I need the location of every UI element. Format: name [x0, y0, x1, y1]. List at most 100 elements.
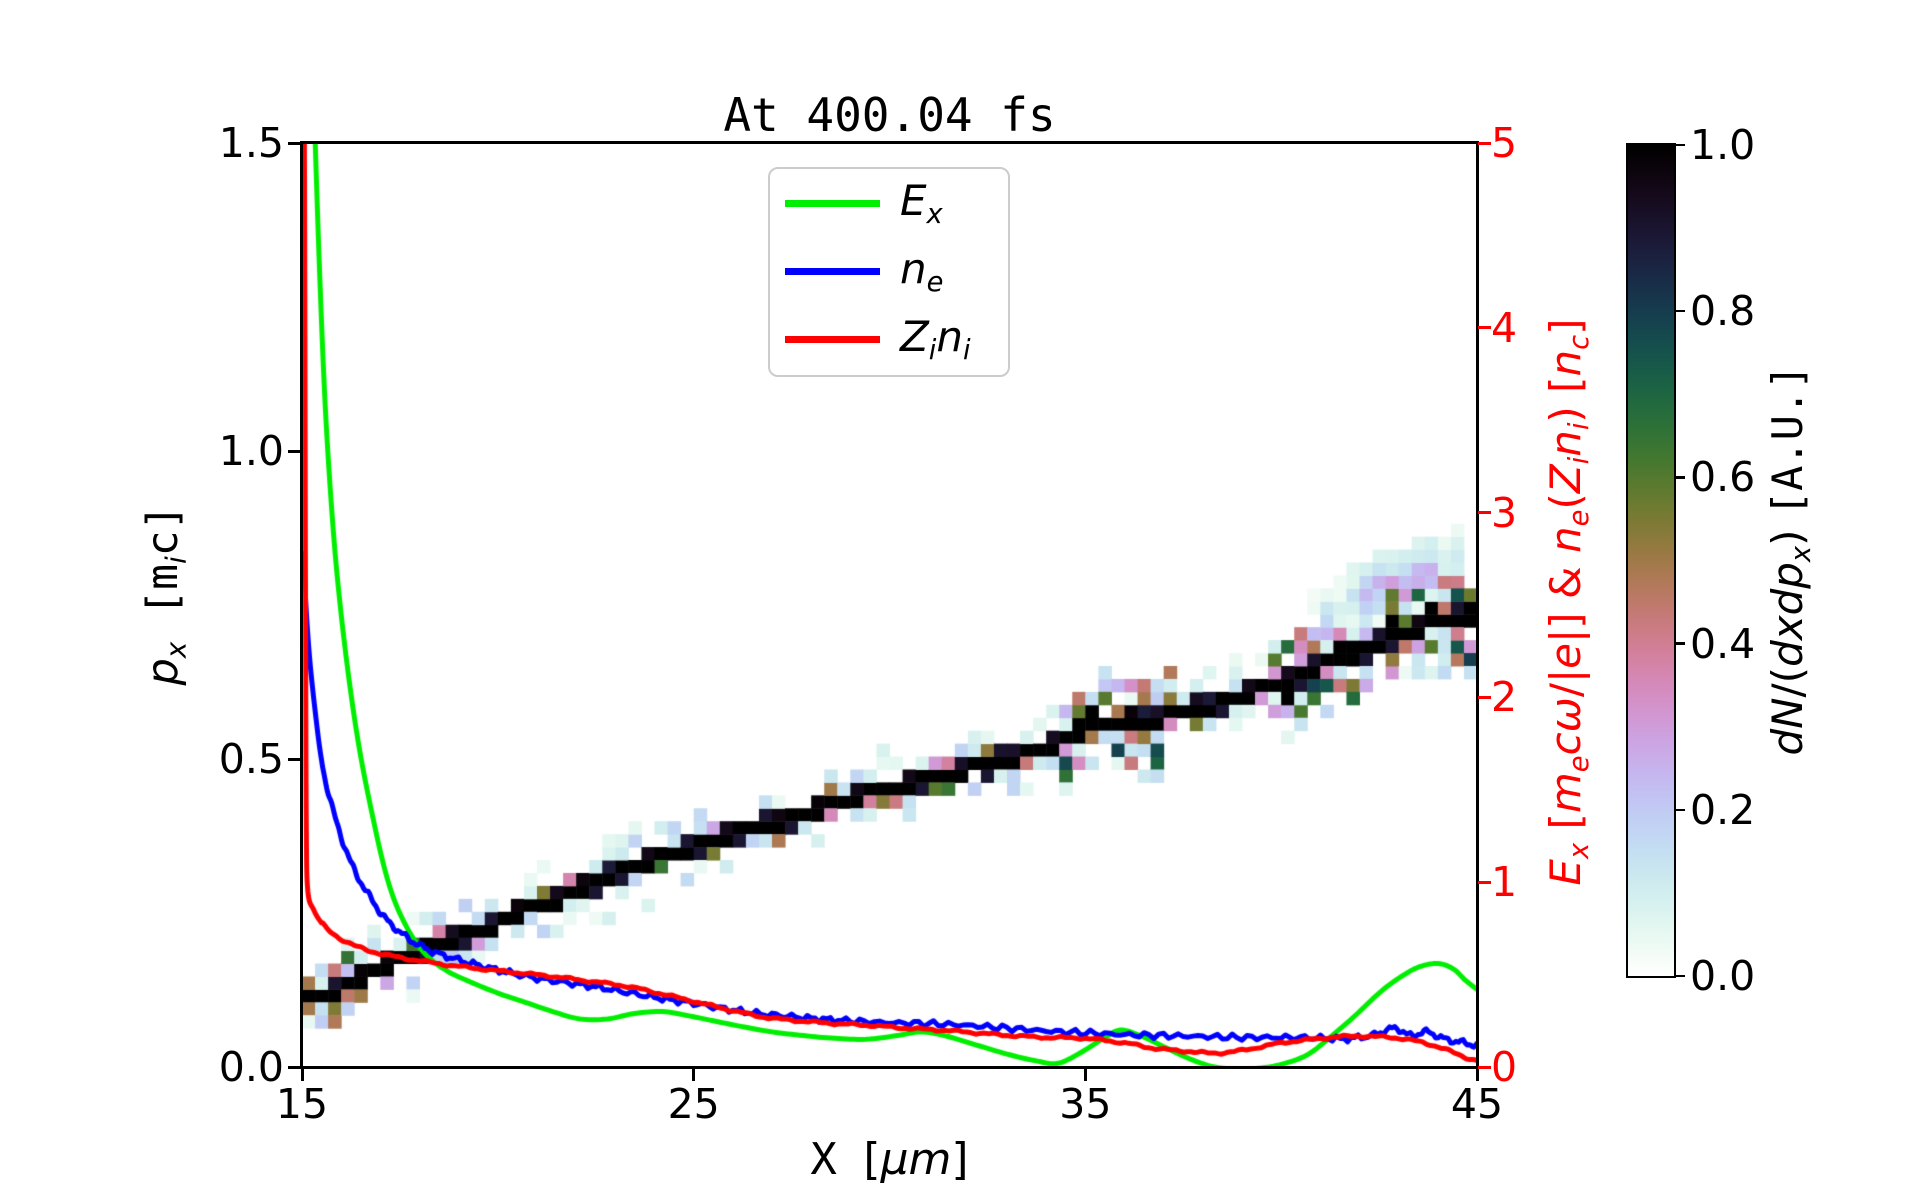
label-segment: ( — [1541, 493, 1590, 510]
label-segment: n — [900, 243, 927, 293]
label-segment: ω — [1541, 697, 1590, 733]
y-right-tick-label: 5 — [1491, 119, 1518, 167]
label-segment: m — [1541, 772, 1590, 814]
tick-mark — [1478, 326, 1491, 330]
label-segment: [ — [138, 589, 188, 642]
x-axis-label: X [μm] — [302, 1134, 1477, 1185]
tick-mark — [1478, 511, 1491, 515]
label-segment: ] — [951, 1134, 969, 1185]
legend-entry-Zini: Zini — [770, 305, 1008, 373]
label-segment: Z — [1541, 464, 1590, 494]
tick-mark — [288, 1065, 301, 1069]
colorbar-axis-label: dN/(dxdpx) [A.U.] — [1763, 260, 1817, 860]
label-segment: c — [1564, 334, 1596, 350]
axes-frame — [300, 141, 1479, 1069]
label-segment: m — [138, 564, 188, 590]
label-segment: ] — [1541, 318, 1590, 335]
y-left-tick-label: 1.0 — [218, 427, 284, 475]
label-segment: E — [900, 175, 927, 225]
label-segment: /( — [1763, 666, 1812, 698]
colorbar-tick-label: 0.2 — [1690, 785, 1756, 834]
label-segment: c — [1541, 732, 1590, 756]
label-segment: n — [1541, 526, 1590, 553]
tick-mark — [288, 141, 301, 145]
label-segment: x — [1786, 545, 1818, 563]
label-segment: n — [1541, 349, 1590, 377]
y-right-tick-label: 1 — [1491, 858, 1518, 907]
legend-label-ne: ne — [900, 244, 943, 298]
y-right-tick-label: 3 — [1491, 488, 1518, 537]
label-segment: e — [926, 267, 944, 299]
label-segment: x — [926, 199, 943, 231]
label-segment: x — [1564, 842, 1596, 860]
legend-line-sample-Ex — [785, 199, 880, 207]
tick-mark — [1478, 880, 1491, 884]
x-tick-label: 45 — [1450, 1080, 1504, 1128]
tick-mark — [288, 757, 301, 761]
tick-mark — [1674, 309, 1685, 313]
label-segment: i — [159, 556, 193, 565]
legend: Ex ne Zini — [768, 167, 1010, 377]
label-segment: ) [ — [1541, 376, 1590, 423]
label-segment: E — [1541, 859, 1590, 886]
tick-mark — [1478, 695, 1491, 699]
y-left-tick-label: 0.0 — [218, 1043, 284, 1091]
y-left-tick-label: 1.5 — [218, 119, 284, 167]
tick-mark — [1674, 143, 1685, 147]
tick-mark — [1475, 1068, 1479, 1081]
y-right-tick-label: 2 — [1491, 673, 1518, 722]
label-segment: μm — [880, 1134, 952, 1185]
legend-line-sample-ne — [785, 267, 880, 275]
label-segment: e — [1564, 509, 1596, 527]
colorbar-tick-label: 0.8 — [1690, 287, 1756, 336]
tick-mark — [1083, 1068, 1087, 1081]
y-left-tick-label: 0.5 — [218, 735, 284, 783]
y-right-tick-label: 0 — [1491, 1043, 1518, 1091]
label-segment: dxdp — [1763, 562, 1812, 667]
label-segment: c] — [138, 504, 188, 557]
legend-entry-Ex: Ex — [770, 169, 1008, 237]
label-segment: i — [963, 335, 971, 367]
tick-mark — [1674, 642, 1685, 645]
label-segment: i — [1564, 456, 1596, 465]
colorbar-gradient — [1628, 145, 1674, 976]
tick-mark — [1478, 1065, 1491, 1069]
label-segment: |] & — [1541, 552, 1590, 643]
x-tick-label: 15 — [275, 1080, 329, 1128]
plot-title: At 400.04 fs — [723, 88, 1056, 142]
label-segment: e — [1564, 755, 1596, 773]
label-segment: [A.U.] — [1763, 364, 1812, 517]
label-segment: dN — [1763, 697, 1812, 756]
label-segment: i — [928, 335, 937, 367]
legend-line-sample-Zini — [785, 335, 880, 343]
legend-label-Ex: Ex — [900, 176, 943, 230]
tick-mark — [288, 449, 301, 453]
tick-mark — [1478, 141, 1491, 145]
tick-mark — [1674, 974, 1685, 978]
y-right-tick-label: 4 — [1491, 303, 1518, 352]
label-segment: [ — [1541, 813, 1590, 843]
label-segment: n — [1541, 430, 1590, 457]
tick-mark — [1674, 808, 1685, 812]
colorbar-frame — [1626, 143, 1676, 978]
colorbar-tick-label: 0.0 — [1690, 952, 1756, 1000]
label-segment: ) — [1763, 516, 1812, 546]
label-segment: Z — [900, 311, 929, 361]
colorbar-tick-label: 1.0 — [1690, 121, 1756, 169]
colorbar-tick-label: 0.4 — [1690, 619, 1756, 668]
colorbar-tick-label: 0.6 — [1690, 453, 1756, 502]
label-segment: x — [159, 641, 193, 659]
legend-entry-ne: ne — [770, 237, 1008, 305]
tick-mark — [300, 1068, 304, 1081]
label-segment: e — [1541, 642, 1590, 669]
x-tick-label: 25 — [667, 1080, 720, 1128]
label-segment: [ — [863, 1134, 881, 1185]
label-segment: n — [936, 311, 963, 361]
y-left-axis-label: px [mic] — [138, 395, 192, 795]
y-right-axis-label: Ex [mecω/|e|] & ne(Zini) [nc] — [1541, 152, 1595, 1052]
legend-label-Zini: Zini — [900, 312, 971, 366]
label-segment: i — [1564, 422, 1596, 431]
label-segment: X — [810, 1134, 864, 1185]
tick-mark — [1674, 476, 1685, 479]
